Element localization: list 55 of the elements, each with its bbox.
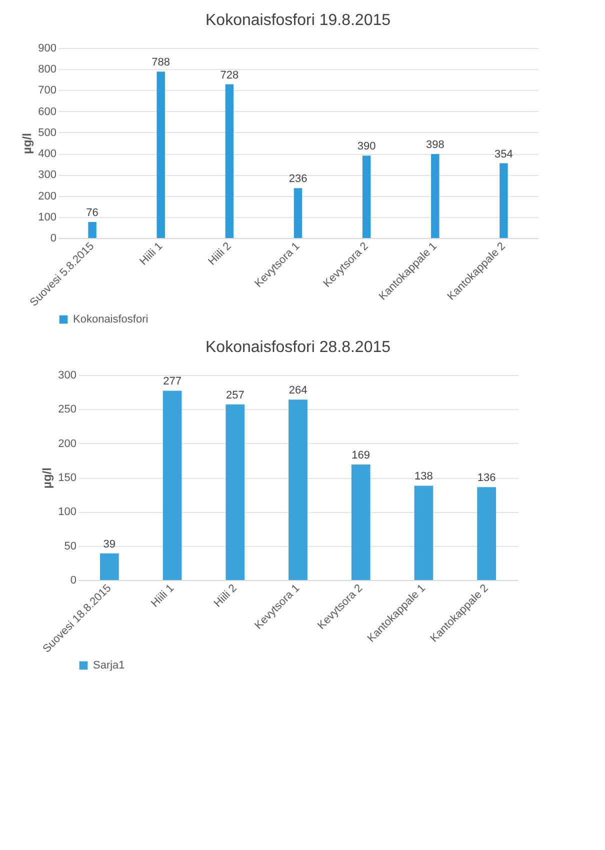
bar [351,464,370,580]
bar [414,486,434,580]
bar [477,487,496,580]
data-label: 138 [414,470,433,483]
bar [226,404,245,580]
bar [100,553,119,580]
y-tick-label: 900 [38,42,56,54]
y-tick-label: 0 [70,574,76,586]
legend-label: Sarja1 [93,660,125,672]
y-tick-label: 400 [38,148,56,160]
x-tick-label: Hiili 2 [212,582,240,610]
data-label: 169 [352,450,370,462]
y-tick-label: 500 [38,126,56,139]
x-tick-label: Hiili 2 [206,240,234,268]
data-label: 39 [103,538,116,550]
bar [294,188,302,238]
y-tick-label: 50 [64,540,76,552]
y-tick-label: 100 [38,211,56,224]
data-label: 136 [477,472,496,484]
bar [156,72,165,238]
y-tick-label: 700 [38,84,56,97]
bar [225,84,234,238]
data-label: 788 [152,56,170,69]
bar [500,163,508,238]
chart-title: Kokonaisfosfori 19.8.2015 [205,12,391,29]
y-axis-title: µg/l [40,468,54,488]
y-tick-label: 800 [38,64,56,76]
y-tick-label: 250 [58,404,76,416]
bar [162,390,182,580]
data-label: 277 [163,376,182,388]
legend-label: Kokonaisfosfori [73,314,148,326]
y-tick-label: 200 [58,438,76,450]
x-tick-label: Hiili 1 [138,240,166,268]
y-tick-label: 300 [58,370,76,382]
data-label: 354 [494,148,513,160]
bar [431,154,440,238]
data-label: 257 [226,389,244,402]
bar [88,222,96,238]
bar [288,400,308,580]
data-label: 398 [426,138,444,151]
data-label: 390 [357,140,376,153]
y-axis-title: µg/l [20,133,34,154]
y-tick-label: 0 [50,232,56,244]
data-label: 728 [220,69,239,82]
y-tick-label: 200 [38,190,56,202]
chart-title: Kokonaisfosfori 28.8.2015 [205,339,391,356]
bar [362,156,371,238]
data-label: 236 [288,173,308,186]
y-tick-label: 100 [58,506,76,518]
y-tick-label: 150 [58,472,76,484]
x-tick-label: Hiili 1 [149,582,177,610]
data-label: 264 [288,384,308,397]
data-label: 76 [86,206,98,219]
y-tick-label: 300 [38,169,56,182]
y-tick-label: 600 [38,106,56,118]
